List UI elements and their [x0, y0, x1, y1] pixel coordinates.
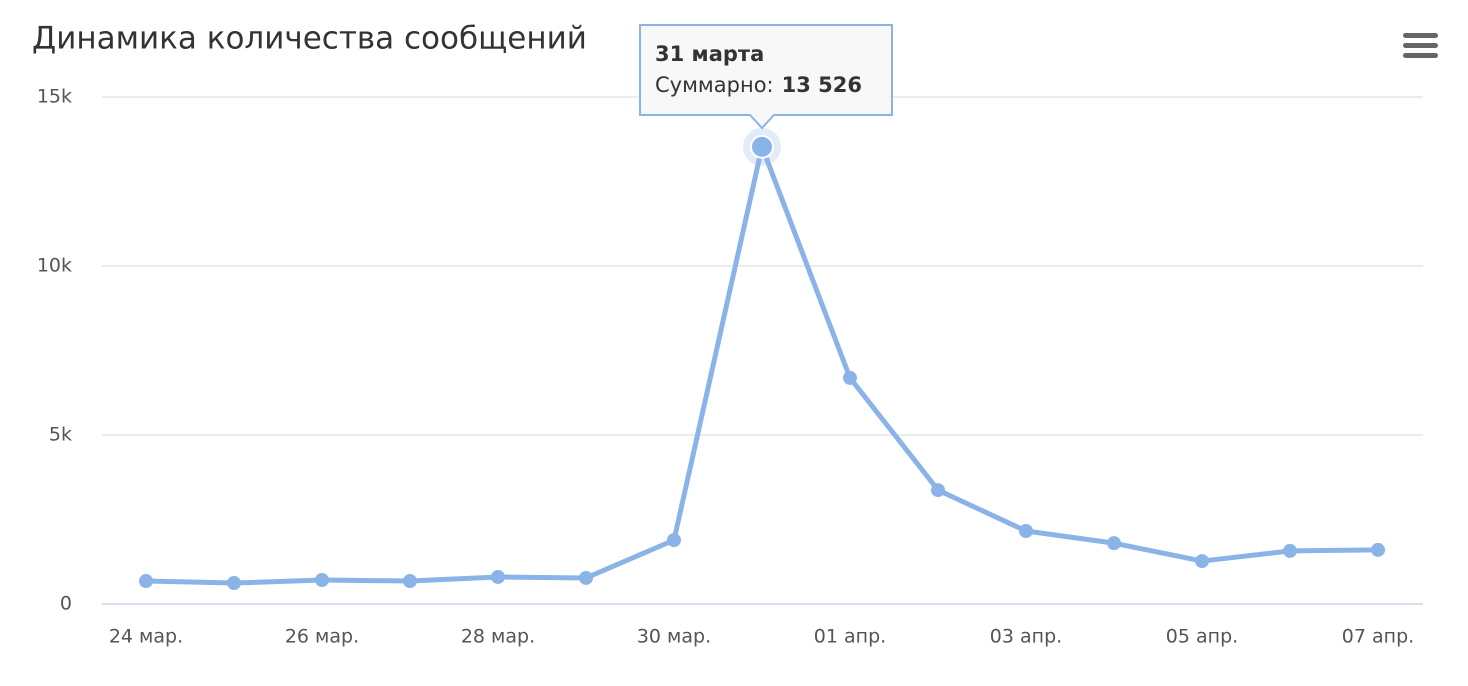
point: [1107, 536, 1121, 551]
point: [750, 134, 774, 159]
tooltip: 31 марта Суммарно: 13 526: [639, 24, 893, 130]
point: [1019, 523, 1033, 538]
x-tick-label: 26 мар.: [285, 626, 359, 648]
y-tick-label: 10k: [37, 255, 72, 277]
chart-title: Динамика количества сообщений: [32, 21, 587, 57]
x-tick-label: 30 мар.: [637, 626, 711, 648]
menu-bar: [1403, 43, 1438, 48]
point: [843, 370, 857, 385]
y-tick-label: 0: [60, 593, 72, 615]
tooltip-value: 13 526: [782, 73, 862, 97]
point: [403, 574, 417, 589]
point: [227, 576, 241, 591]
x-tick-label: 07 апр.: [1342, 626, 1414, 648]
point: [1283, 543, 1297, 558]
point: [931, 483, 945, 498]
point: [139, 574, 153, 589]
line: [145, 144, 1379, 586]
y-tick-label: 15k: [37, 86, 72, 108]
x-tick-label: 05 апр.: [1166, 626, 1238, 648]
tooltip-title: 31 марта: [655, 42, 764, 66]
tooltip-box: [639, 24, 893, 130]
point: [315, 573, 329, 588]
point: [579, 570, 593, 585]
menu-button[interactable]: [1403, 33, 1438, 58]
menu-bar: [1403, 33, 1438, 38]
x-tick-label: 03 апр.: [990, 626, 1062, 648]
point: [667, 533, 681, 548]
y-tick-label: 5k: [49, 424, 72, 446]
x-tick-label: 24 мар.: [109, 626, 183, 648]
x-tick-label: 01 апр.: [814, 626, 886, 648]
x-tick-label: 28 мар.: [461, 626, 535, 648]
tooltip-label: Суммарно:: [655, 73, 774, 97]
point: [1195, 554, 1209, 569]
tooltip-body: Суммарно: 13 526: [655, 73, 862, 97]
point: [1371, 542, 1385, 557]
menu-bar: [1403, 53, 1438, 58]
point: [491, 569, 505, 584]
